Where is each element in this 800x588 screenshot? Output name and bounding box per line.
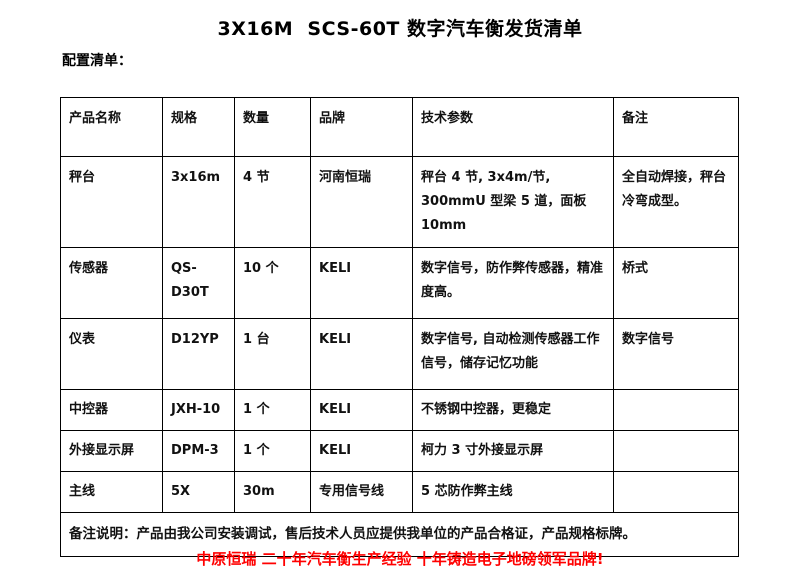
cell-product-name: 外接显示屏 (60, 430, 163, 473)
cell-spec: QS-D30T (162, 247, 235, 320)
cell-quantity: 1 个 (234, 430, 311, 473)
cell-remark (613, 389, 739, 432)
cell-tech-params: 秤台 4 节, 3x4m/节, 300mmU 型梁 5 道，面板 10mm (412, 155, 614, 249)
cell-brand: KELI (310, 430, 413, 473)
column-header-quantity: 数量 (234, 97, 311, 157)
cell-quantity: 4 节 (234, 155, 311, 249)
table-row: 传感器 QS-D30T 10 个 KELI 数字信号，防作弊传感器，精准度高。 … (60, 247, 739, 320)
column-header-brand: 品牌 (310, 97, 413, 157)
cell-tech-params: 5 芯防作弊主线 (412, 471, 614, 514)
table-note-row: 备注说明：产品由我公司安装调试，售后技术人员应提供我单位的产品合格证，产品规格标… (60, 512, 739, 558)
table-row: 外接显示屏 DPM-3 1 个 KELI 柯力 3 寸外接显示屏 (60, 430, 739, 473)
cell-brand: 河南恒瑞 (310, 155, 413, 249)
cell-quantity: 30m (234, 471, 311, 514)
table-row: 主线 5X 30m 专用信号线 5 芯防作弊主线 (60, 471, 739, 514)
cell-product-name: 传感器 (60, 247, 163, 320)
cell-product-name: 仪表 (60, 318, 163, 391)
config-list-label: 配置清单： (62, 53, 132, 69)
cell-note: 备注说明：产品由我公司安装调试，售后技术人员应提供我单位的产品合格证，产品规格标… (60, 512, 739, 558)
cell-quantity: 1 个 (234, 389, 311, 432)
cell-brand: KELI (310, 389, 413, 432)
cell-product-name: 主线 (60, 471, 163, 514)
cell-tech-params: 数字信号，防作弊传感器，精准度高。 (412, 247, 614, 320)
cell-spec: D12YP (162, 318, 235, 391)
cell-remark (613, 471, 739, 514)
column-header-tech-params: 技术参数 (412, 97, 614, 157)
table-row: 仪表 D12YP 1 台 KELI 数字信号, 自动检测传感器工作信号，储存记忆… (60, 318, 739, 391)
cell-remark (613, 430, 739, 473)
cell-remark: 桥式 (613, 247, 739, 320)
cell-tech-params: 数字信号, 自动检测传感器工作信号，储存记忆功能 (412, 318, 614, 391)
cell-spec: 3x16m (162, 155, 235, 249)
cell-spec: JXH-10 (162, 389, 235, 432)
column-header-spec: 规格 (162, 97, 235, 157)
cell-remark: 数字信号 (613, 318, 739, 391)
table-row: 秤台 3x16m 4 节 河南恒瑞 秤台 4 节, 3x4m/节, 300mmU… (60, 155, 739, 249)
table-row: 中控器 JXH-10 1 个 KELI 不锈钢中控器，更稳定 (60, 389, 739, 432)
cell-tech-params: 柯力 3 寸外接显示屏 (412, 430, 614, 473)
cell-product-name: 中控器 (60, 389, 163, 432)
cell-product-name: 秤台 (60, 155, 163, 249)
cell-spec: 5X (162, 471, 235, 514)
table-header-row: 产品名称 规格 数量 品牌 技术参数 备注 (60, 97, 739, 157)
cell-tech-params: 不锈钢中控器，更稳定 (412, 389, 614, 432)
cell-brand: KELI (310, 247, 413, 320)
cell-quantity: 1 台 (234, 318, 311, 391)
column-header-remark: 备注 (613, 97, 739, 157)
page-title: 3X16M SCS-60T 数字汽车衡发货清单 (217, 18, 583, 40)
cell-brand: 专用信号线 (310, 471, 413, 514)
packing-list-table: 产品名称 规格 数量 品牌 技术参数 备注 秤台 3x16m 4 节 河南恒瑞 … (60, 97, 739, 558)
footer-slogan: 中原恒瑞 二十年汽车衡生产经验 十年铸造电子地磅领军品牌! (196, 550, 604, 568)
cell-spec: DPM-3 (162, 430, 235, 473)
cell-brand: KELI (310, 318, 413, 391)
cell-quantity: 10 个 (234, 247, 311, 320)
column-header-product-name: 产品名称 (60, 97, 163, 157)
cell-remark: 全自动焊接，秤台冷弯成型。 (613, 155, 739, 249)
